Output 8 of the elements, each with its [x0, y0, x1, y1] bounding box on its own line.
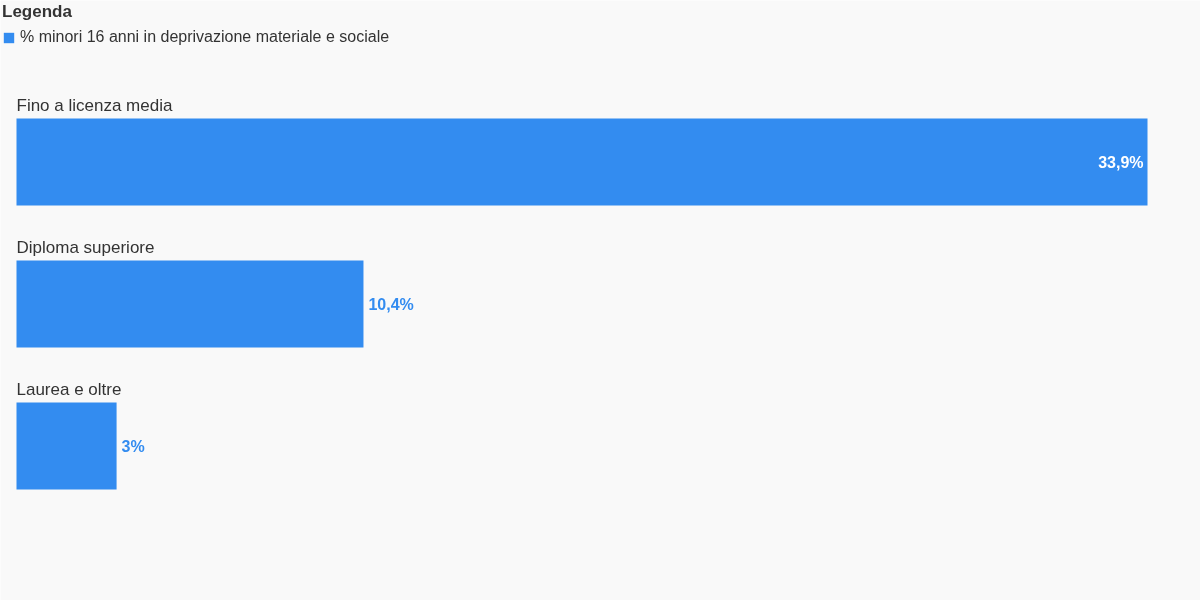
y-tick-label: Diploma superiore: [16, 237, 155, 257]
data-label: 10,4%: [368, 295, 414, 313]
data-label: 3%: [121, 437, 145, 455]
legend-title: Legenda: [2, 2, 73, 22]
y-tick-label: Fino a licenza media: [16, 95, 173, 115]
data-label: 33,9%: [1098, 153, 1144, 171]
y-tick-label: Laurea e oltre: [16, 379, 122, 399]
legend-label: % minori 16 anni in deprivazione materiale e sociale: [20, 28, 390, 46]
